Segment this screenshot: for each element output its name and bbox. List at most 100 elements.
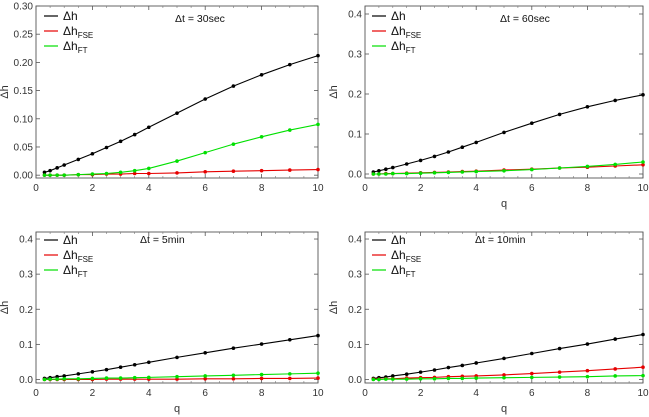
- y-tick-label: 0.2: [19, 305, 33, 316]
- legend-entry: Δh: [391, 9, 406, 23]
- x-tick-label: 4: [473, 183, 479, 194]
- y-tick-label: 0.0: [348, 170, 362, 181]
- x-tick-label: 8: [259, 183, 265, 194]
- data-point: [76, 376, 81, 381]
- data-point: [460, 145, 465, 149]
- legend-entry: ΔhFT: [391, 263, 416, 279]
- data-point: [175, 355, 179, 360]
- data-point: [474, 169, 479, 174]
- data-point: [641, 365, 645, 369]
- data-point: [585, 342, 590, 346]
- data-point: [62, 376, 66, 381]
- legend-entry: ΔhFT: [63, 263, 88, 279]
- y-axis-label: Δh: [328, 301, 340, 314]
- data-point: [132, 168, 137, 173]
- y-tick-label: 0.1: [19, 340, 33, 351]
- data-point: [446, 150, 451, 154]
- data-point: [231, 376, 236, 381]
- series-line: [373, 375, 644, 381]
- data-point: [613, 98, 617, 103]
- data-point: [203, 169, 207, 174]
- data-point: [203, 97, 207, 101]
- data-point: [231, 169, 236, 174]
- y-tick-label: 0.4: [19, 235, 33, 246]
- data-point: [203, 374, 207, 378]
- y-tick-label: 0.15: [14, 86, 34, 97]
- series-ft: [371, 373, 645, 382]
- data-point: [404, 171, 409, 176]
- data-point: [432, 171, 437, 175]
- timestep-annotation: Δt = 30sec: [175, 13, 225, 25]
- x-axis-label: q: [501, 198, 507, 210]
- data-point: [613, 337, 617, 341]
- data-point: [132, 171, 137, 176]
- data-point: [585, 164, 590, 169]
- data-point: [203, 351, 207, 355]
- y-tick-label: 0.4: [348, 10, 362, 21]
- data-point: [418, 376, 423, 381]
- y-tick-label: 0.20: [14, 58, 34, 69]
- y-tick-label: 0.2: [348, 305, 362, 316]
- x-tick-label: 10: [312, 183, 324, 194]
- data-point: [175, 159, 179, 163]
- data-point: [90, 172, 95, 176]
- data-point: [641, 332, 645, 337]
- data-point: [384, 167, 388, 171]
- data-point: [147, 125, 151, 130]
- series-line: [373, 94, 644, 173]
- data-point: [557, 370, 562, 374]
- data-point: [641, 163, 645, 167]
- data-point: [48, 173, 52, 177]
- data-point: [530, 375, 534, 380]
- x-tick-label: 2: [418, 183, 424, 194]
- y-axis-label: Δh: [328, 85, 340, 98]
- x-tick-label: 4: [473, 388, 479, 399]
- data-point: [502, 169, 506, 173]
- data-point: [104, 171, 109, 176]
- y-tick-label: 0.0: [19, 375, 33, 386]
- data-point: [557, 112, 562, 117]
- data-point: [377, 172, 381, 176]
- legend-entry: ΔhFT: [391, 39, 416, 55]
- data-point: [147, 166, 151, 171]
- legend-entry: ΔhFSE: [391, 24, 421, 40]
- series-line: [373, 333, 644, 379]
- y-tick-label: 0.3: [348, 50, 362, 61]
- data-point: [76, 172, 81, 177]
- data-point: [557, 346, 562, 351]
- data-point: [118, 170, 123, 175]
- data-point: [231, 84, 236, 88]
- data-point: [288, 128, 292, 132]
- data-point: [104, 367, 109, 372]
- data-point: [474, 140, 479, 145]
- x-axis-label: q: [174, 403, 180, 415]
- data-point: [460, 363, 465, 368]
- data-point: [446, 376, 451, 381]
- data-point: [474, 361, 479, 365]
- data-point: [259, 342, 264, 346]
- data-point: [132, 362, 137, 367]
- data-point: [530, 351, 534, 356]
- series-line: [373, 161, 644, 175]
- y-tick-label: 0.10: [14, 114, 34, 125]
- data-point: [118, 376, 123, 380]
- series-total: [371, 93, 645, 174]
- data-point: [259, 168, 264, 173]
- data-point: [502, 373, 506, 377]
- series-line: [44, 372, 319, 381]
- x-tick-label: 2: [90, 183, 96, 194]
- data-point: [259, 372, 264, 377]
- data-point: [404, 162, 409, 166]
- y-axis-label: Δh: [0, 301, 11, 314]
- series-ft: [42, 122, 320, 177]
- data-point: [557, 166, 562, 170]
- data-point: [316, 53, 320, 58]
- y-axis-label: Δh: [0, 85, 11, 98]
- x-tick-label: 10: [637, 183, 649, 194]
- series-fse: [42, 167, 320, 177]
- x-tick-label: 6: [529, 183, 535, 194]
- y-tick-label: 0.05: [14, 142, 34, 153]
- y-tick-label: 0.1: [348, 340, 362, 351]
